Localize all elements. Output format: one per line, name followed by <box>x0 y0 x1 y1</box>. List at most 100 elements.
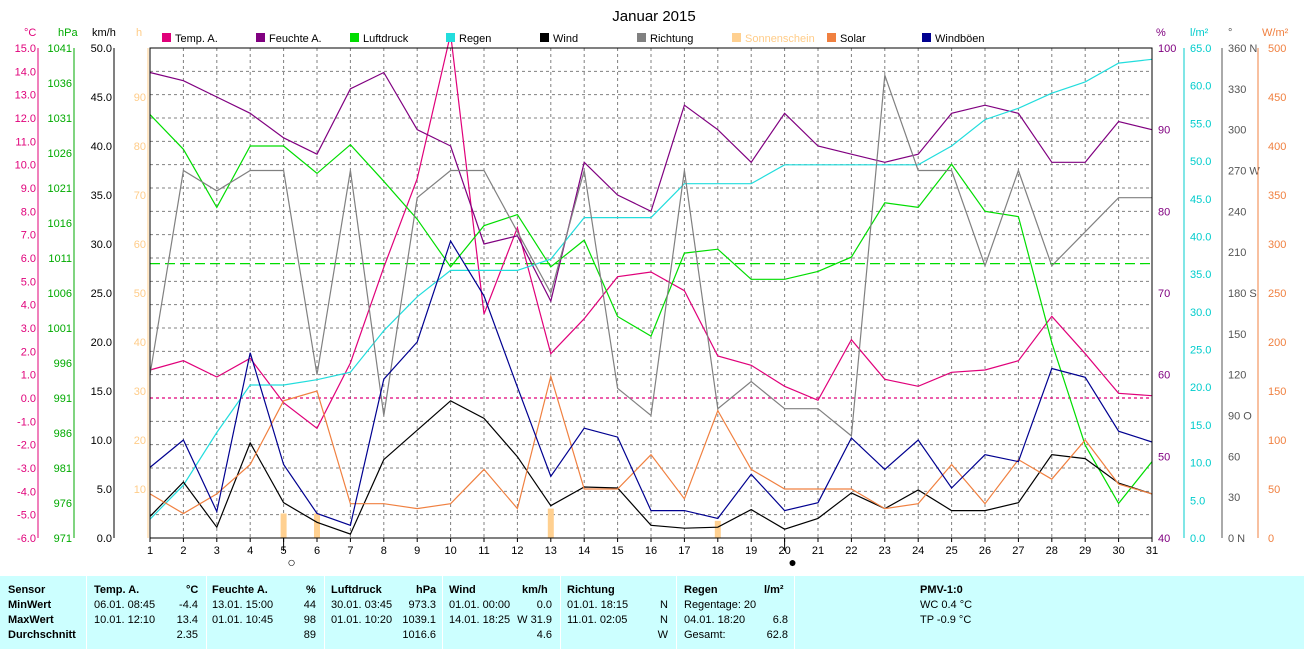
rain-days: Regentage: 20 <box>684 599 757 611</box>
press-axis-tick-label: 1016 <box>48 218 72 230</box>
temp-axis-tick-label: -1.0 <box>17 416 36 428</box>
temp-axis-tick-label: 3.0 <box>21 323 36 335</box>
press-axis-tick-label: 1011 <box>48 253 72 265</box>
stats-header-temp: Temp. A. <box>94 584 140 596</box>
sun-axis-tick-label: 90 <box>134 92 146 104</box>
temp-axis-tick-label: 13.0 <box>15 90 36 102</box>
stats-header-wind-unit: km/h <box>522 584 548 596</box>
legend-label: Solar <box>840 33 866 45</box>
press-axis-tick-label: 971 <box>54 533 72 545</box>
separator <box>324 576 325 649</box>
solar-axis-unit: W/m² <box>1262 27 1289 39</box>
temp-axis-tick-label: 2.0 <box>21 346 36 358</box>
x-tick-label: 2 <box>180 545 186 557</box>
axes: 1234567891011121314151617181920212223242… <box>15 27 1289 557</box>
rain-axis-tick-label: 15.0 <box>1190 420 1211 432</box>
solar-axis-tick-label: 0 <box>1268 533 1274 545</box>
stats-row-avg: Durchschnitt <box>8 629 76 641</box>
hum-axis-unit: % <box>1156 27 1166 39</box>
temp-axis-tick-label: 7.0 <box>21 230 36 242</box>
series-line-feuchte-a- <box>149 71 1153 303</box>
press-axis-tick-label: 986 <box>54 428 72 440</box>
wind-axis-tick-label: 15.0 <box>91 386 112 398</box>
solar-axis-tick-label: 50 <box>1268 484 1280 496</box>
solar-axis-tick-label: 200 <box>1268 337 1286 349</box>
press-avg-value: 1016.6 <box>402 629 436 641</box>
x-tick-label: 6 <box>314 545 320 557</box>
temp-axis-tick-label: 10.0 <box>15 160 36 172</box>
x-tick-label: 21 <box>812 545 824 557</box>
legend-label: Regen <box>459 33 491 45</box>
rain-axis-tick-label: 25.0 <box>1190 345 1211 357</box>
moon-phase-icon: ● <box>788 554 796 570</box>
rain-total-value: 62.8 <box>766 629 788 641</box>
wind-axis-tick-label: 5.0 <box>97 484 112 496</box>
rain-axis-tick-label: 60.0 <box>1190 81 1211 93</box>
solar-axis-tick-label: 300 <box>1268 239 1286 251</box>
dir-avg-value: W <box>657 629 668 641</box>
stats-header-sensor: Sensor <box>8 584 46 596</box>
press-axis-tick-label: 976 <box>54 498 72 510</box>
x-tick-label: 8 <box>381 545 387 557</box>
legend-label: Richtung <box>650 33 693 45</box>
hum-min-time: 13.01. 15:00 <box>212 599 274 611</box>
temp-min-time: 06.01. 08:45 <box>94 599 156 611</box>
legend-swatch <box>540 33 549 42</box>
rain-axis-tick-label: 30.0 <box>1190 307 1211 319</box>
solar-axis-tick-label: 250 <box>1268 288 1286 300</box>
press-min-time: 30.01. 03:45 <box>331 599 393 611</box>
temp-axis-tick-label: -3.0 <box>17 463 36 475</box>
dir-axis-tick-label: 330 <box>1228 84 1246 96</box>
stats-header-wind: Wind <box>449 584 476 596</box>
rain-axis-tick-label: 0.0 <box>1190 533 1205 545</box>
x-tick-label: 29 <box>1079 545 1091 557</box>
legend-label: Temp. A. <box>175 33 218 45</box>
x-tick-label: 14 <box>578 545 590 557</box>
dir-min-time: 01.01. 18:15 <box>567 599 629 611</box>
x-tick-label: 24 <box>912 545 924 557</box>
x-tick-label: 25 <box>945 545 957 557</box>
x-tick-label: 12 <box>511 545 523 557</box>
rain-axis-tick-label: 10.0 <box>1190 458 1211 470</box>
x-tick-label: 22 <box>845 545 857 557</box>
hum-axis-tick-label: 60 <box>1158 370 1170 382</box>
rain-axis-tick-label: 55.0 <box>1190 118 1211 130</box>
x-tick-label: 16 <box>645 545 657 557</box>
dir-axis-tick-label: 150 <box>1228 329 1246 341</box>
rain-axis-unit: l/m² <box>1190 27 1209 39</box>
pmv-tp: TP -0.9 °C <box>920 614 972 626</box>
wind-axis-tick-label: 10.0 <box>91 435 112 447</box>
temp-axis-tick-label: 0.0 <box>21 393 36 405</box>
x-tick-label: 27 <box>1012 545 1024 557</box>
sun-axis-tick-label: 50 <box>134 288 146 300</box>
series-line-solar <box>149 374 1153 515</box>
temp-axis-tick-label: 12.0 <box>15 113 36 125</box>
dir-axis-unit: ° <box>1228 27 1232 39</box>
temp-axis-unit: °C <box>24 27 36 39</box>
legend-label: Feuchte A. <box>269 33 322 45</box>
press-axis-unit: hPa <box>58 27 78 39</box>
x-tick-label: 28 <box>1046 545 1058 557</box>
sun-axis-tick-label: 20 <box>134 435 146 447</box>
separator <box>794 576 795 649</box>
hum-avg-value: 89 <box>303 629 316 641</box>
sunshine-bar <box>280 513 287 538</box>
x-tick-label: 31 <box>1146 545 1158 557</box>
moon-phases: ○ ● <box>283 538 797 570</box>
temp-axis-tick-label: -2.0 <box>17 440 36 452</box>
chart-background <box>0 0 1304 576</box>
solar-axis-tick-label: 500 <box>1268 43 1286 55</box>
rain-axis-tick-label: 45.0 <box>1190 194 1211 206</box>
dir-axis-tick-label: 120 <box>1228 370 1246 382</box>
x-tick-label: 7 <box>347 545 353 557</box>
stats-header-temp-unit: °C <box>186 584 199 596</box>
pmv-wc: WC 0.4 °C <box>920 599 973 611</box>
press-axis-tick-label: 1021 <box>48 183 72 195</box>
x-tick-label: 17 <box>678 545 690 557</box>
wind-avg-value: 4.6 <box>536 629 552 641</box>
rain-total-label: Gesamt: <box>684 629 726 641</box>
dir-axis-tick-label: 60 <box>1228 451 1240 463</box>
dir-axis-tick-label: 300 <box>1228 125 1246 137</box>
hum-axis-tick-label: 70 <box>1158 288 1170 300</box>
hum-min-value: 44 <box>303 599 316 611</box>
